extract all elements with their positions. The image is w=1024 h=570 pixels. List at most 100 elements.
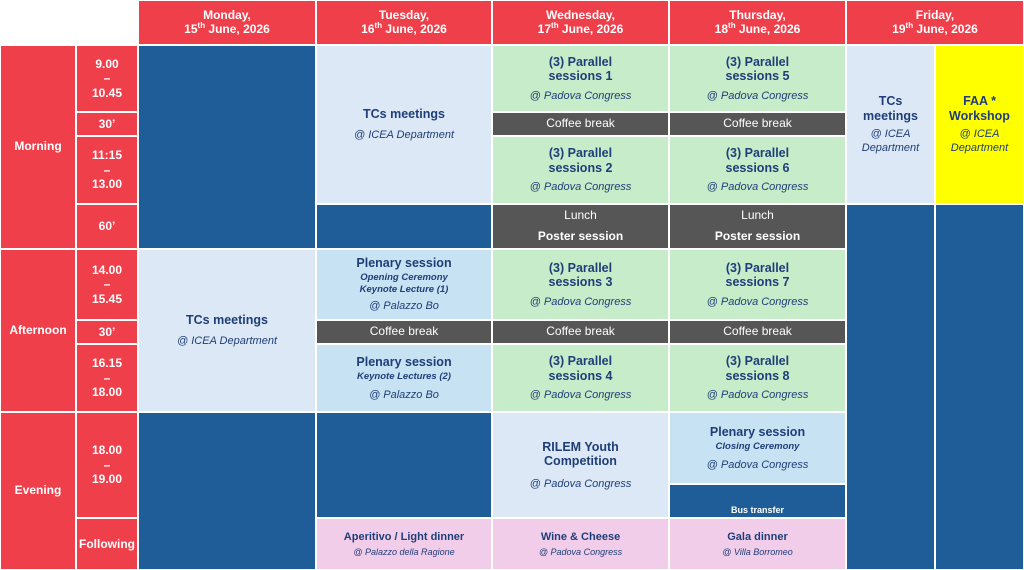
event-venue: @ Padova Congress <box>706 89 809 102</box>
poster-session-label: Poster session <box>714 229 801 243</box>
time-slot-4: 16.15–18.00 <box>76 344 138 412</box>
event-title: (3) Parallel <box>725 260 790 275</box>
event-subtitle: Opening Ceremony <box>360 272 448 284</box>
time-slot-3: 14.00–15.45 <box>76 249 138 320</box>
day-header-tuesday: Tuesday, 16th June, 2026 <box>316 0 492 45</box>
period-afternoon: Afternoon <box>0 249 76 412</box>
event-title: (3) Parallel <box>725 54 790 69</box>
day-header-thursday: Thursday, 18th June, 2026 <box>669 0 846 45</box>
event-venue: @ Palazzo Bo <box>369 300 439 313</box>
lunch-poster: Lunch Poster session <box>669 204 846 249</box>
event-venue: @ Padova Congress <box>529 89 632 102</box>
event-venue: @ Padova Congress <box>706 389 809 402</box>
day-name: Friday, <box>915 7 955 22</box>
time-slot-evening: 18.00–19.00 <box>76 412 138 518</box>
friday-tcs-meetings: TCs meetings @ ICEA Department <box>846 45 935 204</box>
empty-slot <box>138 412 316 570</box>
event-venue: @ Palazzo della Ragione <box>353 546 455 557</box>
event-venue: @ Padova Congress <box>529 389 632 402</box>
event-title: Plenary session <box>709 424 806 439</box>
event-venue: @ ICEA Department <box>353 128 454 141</box>
coffee-break: Coffee break <box>669 320 846 344</box>
period-morning: Morning <box>0 45 76 249</box>
event-venue: @ Padova Congress <box>538 546 623 557</box>
event-title: sessions 6 <box>725 160 790 175</box>
event-venue: @ ICEA Department <box>176 334 277 347</box>
thursday-parallel-7: (3) Parallel sessions 7 @ Padova Congres… <box>669 249 846 320</box>
event-title: meetings <box>863 108 918 123</box>
day-name: Monday, <box>203 7 251 22</box>
event-title: TCs meetings <box>363 107 445 122</box>
bus-transfer-label: Bus transfer <box>730 505 784 516</box>
coffee-break: Coffee break <box>316 320 492 344</box>
thursday-gala-dinner: Gala dinner @ Villa Borromeo <box>669 518 846 570</box>
coffee-break: Coffee break <box>492 320 669 344</box>
time-slot-lunch: 60’ <box>76 204 138 249</box>
event-venue: Department <box>950 141 1009 154</box>
event-title: (3) Parallel <box>725 354 790 369</box>
event-title: (3) Parallel <box>548 146 613 161</box>
empty-slot <box>316 204 492 249</box>
event-subtitle: Keynote Lecture (1) <box>359 284 449 296</box>
poster-session-label: Poster session <box>537 229 624 243</box>
time-slot-following: Following <box>76 518 138 570</box>
tuesday-plenary-opening: Plenary session Opening Ceremony Keynote… <box>316 249 492 320</box>
coffee-break: Coffee break <box>669 112 846 136</box>
time-slot-break-2: 30’ <box>76 320 138 344</box>
event-venue: @ Padova Congress <box>706 295 809 308</box>
time-slot-1: 9.00–10.45 <box>76 45 138 112</box>
period-evening: Evening <box>0 412 76 570</box>
event-title: sessions 2 <box>548 160 613 175</box>
lunch-label: Lunch <box>741 208 774 223</box>
empty-slot <box>138 45 316 249</box>
event-venue: @ Villa Borromeo <box>722 546 793 557</box>
event-title: RILEM Youth <box>542 439 619 454</box>
event-title: sessions 3 <box>548 275 613 290</box>
day-date: 15th June, 2026 <box>184 20 270 36</box>
tuesday-plenary-keynote: Plenary session Keynote Lectures (2) @ P… <box>316 344 492 412</box>
thursday-parallel-8: (3) Parallel sessions 8 @ Padova Congres… <box>669 344 846 412</box>
day-header-wednesday: Wednesday, 17th June, 2026 <box>492 0 669 45</box>
event-title: TCs <box>878 94 903 109</box>
event-venue: @ Palazzo Bo <box>369 388 439 401</box>
event-venue: @ Padova Congress <box>529 477 632 490</box>
time-slot-break-1: 30’ <box>76 112 138 136</box>
event-title: Gala dinner <box>727 531 788 543</box>
day-date: 16th June, 2026 <box>361 20 447 36</box>
event-venue: @ ICEA <box>959 128 1000 141</box>
friday-faa-workshop: FAA * Workshop @ ICEA Department <box>935 45 1024 204</box>
day-name: Wednesday, <box>546 7 615 22</box>
event-title: Aperitivo / Light dinner <box>343 531 465 543</box>
lunch-label: Lunch <box>564 208 597 223</box>
event-subtitle: Keynote Lectures (2) <box>357 370 451 382</box>
empty-slot <box>935 204 1024 570</box>
event-venue: @ Padova Congress <box>706 458 809 471</box>
event-title: Workshop <box>949 108 1010 123</box>
empty-slot <box>846 204 935 570</box>
coffee-break: Coffee break <box>492 112 669 136</box>
event-title: sessions 1 <box>548 69 613 84</box>
bus-transfer-slot <box>669 484 846 518</box>
wednesday-parallel-2: (3) Parallel sessions 2 @ Padova Congres… <box>492 136 669 204</box>
wednesday-parallel-1: (3) Parallel sessions 1 @ Padova Congres… <box>492 45 669 112</box>
event-title: (3) Parallel <box>725 146 790 161</box>
day-date: 18th June, 2026 <box>714 20 801 36</box>
day-name: Tuesday, <box>378 7 430 22</box>
wednesday-parallel-3: (3) Parallel sessions 3 @ Padova Congres… <box>492 249 669 320</box>
monday-tcs-meetings: TCs meetings @ ICEA Department <box>138 249 316 412</box>
event-title: Competition <box>544 454 617 469</box>
wednesday-parallel-4: (3) Parallel sessions 4 @ Padova Congres… <box>492 344 669 412</box>
day-header-friday: Friday, 19th June, 2026 <box>846 0 1024 45</box>
event-venue: Department <box>861 141 920 154</box>
event-title: sessions 5 <box>725 69 790 84</box>
empty-slot <box>316 412 492 518</box>
event-title: (3) Parallel <box>548 54 613 69</box>
day-header-monday: Monday, 15th June, 2026 <box>138 0 316 45</box>
event-title: Wine & Cheese <box>540 531 621 543</box>
time-slot-2: 11:15–13.00 <box>76 136 138 204</box>
event-venue: @ Padova Congress <box>529 295 632 308</box>
thursday-parallel-5: (3) Parallel sessions 5 @ Padova Congres… <box>669 45 846 112</box>
event-title: Plenary session <box>356 354 452 369</box>
event-venue: @ Padova Congress <box>529 181 632 194</box>
event-venue: @ Padova Congress <box>706 181 809 194</box>
